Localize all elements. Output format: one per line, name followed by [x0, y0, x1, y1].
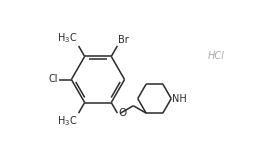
Text: Cl: Cl [49, 75, 58, 84]
Text: NH: NH [172, 94, 187, 104]
Text: Br: Br [118, 35, 128, 45]
Text: H$_3$C: H$_3$C [58, 31, 78, 45]
Text: H$_3$C: H$_3$C [58, 114, 78, 128]
Text: O: O [118, 108, 126, 118]
Text: HCl: HCl [207, 51, 224, 61]
